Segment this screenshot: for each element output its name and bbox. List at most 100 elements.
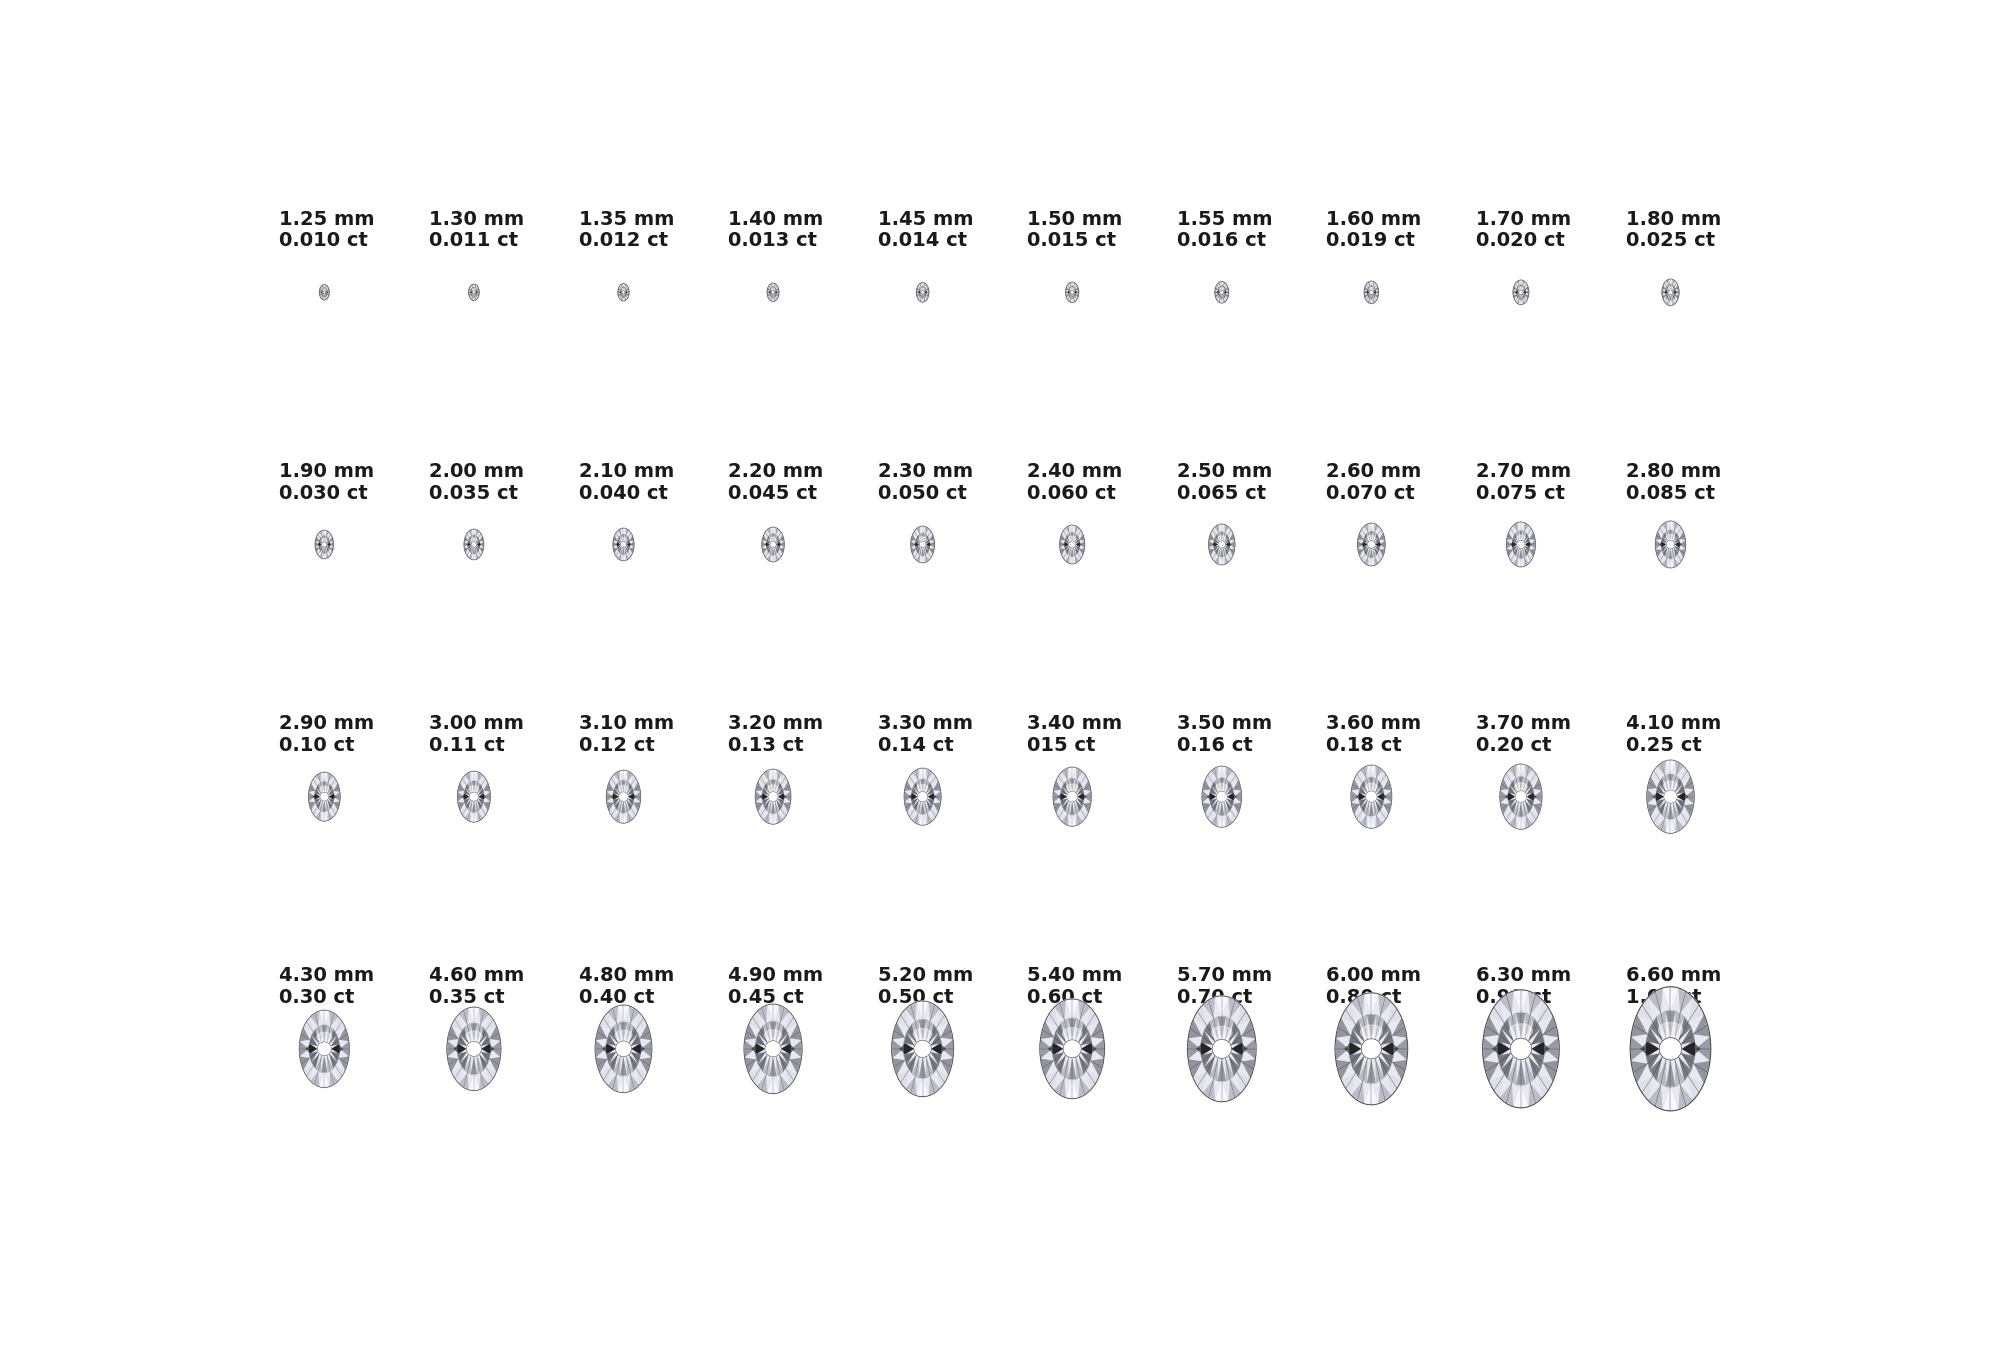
Polygon shape xyxy=(1062,1018,1068,1041)
Polygon shape xyxy=(1212,781,1218,792)
Polygon shape xyxy=(476,546,480,553)
Polygon shape xyxy=(1376,291,1378,295)
Polygon shape xyxy=(636,1013,648,1030)
Polygon shape xyxy=(1070,547,1074,557)
Polygon shape xyxy=(606,791,612,802)
Polygon shape xyxy=(778,794,786,800)
Polygon shape xyxy=(1074,282,1076,286)
Ellipse shape xyxy=(1510,1038,1532,1060)
Polygon shape xyxy=(1220,557,1224,565)
Polygon shape xyxy=(622,554,626,561)
Polygon shape xyxy=(1214,546,1218,551)
Polygon shape xyxy=(1232,1042,1242,1056)
Polygon shape xyxy=(770,527,776,534)
Polygon shape xyxy=(1062,1057,1068,1079)
Ellipse shape xyxy=(1362,1038,1382,1059)
Polygon shape xyxy=(1680,767,1690,780)
Ellipse shape xyxy=(612,529,634,561)
Polygon shape xyxy=(334,802,340,810)
Polygon shape xyxy=(924,547,926,555)
Polygon shape xyxy=(1678,525,1684,534)
Text: 1.80 mm: 1.80 mm xyxy=(1626,210,1720,229)
Polygon shape xyxy=(900,1044,914,1054)
Polygon shape xyxy=(1682,1041,1700,1056)
Polygon shape xyxy=(1358,799,1366,807)
Polygon shape xyxy=(770,289,772,292)
Polygon shape xyxy=(916,286,918,291)
Polygon shape xyxy=(1084,803,1092,814)
Polygon shape xyxy=(1506,533,1512,541)
Ellipse shape xyxy=(1630,987,1710,1111)
Polygon shape xyxy=(596,1040,606,1057)
Polygon shape xyxy=(1368,765,1376,777)
Text: 2.20 mm: 2.20 mm xyxy=(728,463,824,482)
Polygon shape xyxy=(1224,284,1228,288)
Polygon shape xyxy=(1364,295,1368,299)
Polygon shape xyxy=(1336,1018,1350,1038)
Polygon shape xyxy=(1372,281,1376,286)
Polygon shape xyxy=(1206,771,1214,783)
Polygon shape xyxy=(1040,1059,1054,1076)
Polygon shape xyxy=(776,1022,784,1041)
Polygon shape xyxy=(1214,802,1220,815)
Ellipse shape xyxy=(1660,1037,1682,1060)
Polygon shape xyxy=(1074,802,1078,815)
Polygon shape xyxy=(304,1065,314,1081)
Polygon shape xyxy=(1366,293,1370,296)
Polygon shape xyxy=(1378,792,1384,800)
Polygon shape xyxy=(1384,803,1392,814)
Polygon shape xyxy=(448,1041,458,1057)
Polygon shape xyxy=(622,780,626,792)
Polygon shape xyxy=(634,791,640,802)
Polygon shape xyxy=(322,772,328,781)
Polygon shape xyxy=(778,799,784,806)
Polygon shape xyxy=(1372,293,1376,299)
Polygon shape xyxy=(1530,1053,1544,1069)
Polygon shape xyxy=(1226,286,1228,291)
Polygon shape xyxy=(626,1056,634,1076)
Polygon shape xyxy=(1516,531,1520,541)
Polygon shape xyxy=(776,546,780,550)
Polygon shape xyxy=(1210,1057,1218,1081)
Polygon shape xyxy=(916,535,920,542)
Text: 3.40 mm: 3.40 mm xyxy=(1028,714,1122,733)
Polygon shape xyxy=(1524,297,1528,303)
Polygon shape xyxy=(1656,792,1664,802)
Polygon shape xyxy=(1526,785,1534,795)
Polygon shape xyxy=(1668,775,1674,790)
Polygon shape xyxy=(1512,546,1518,553)
Polygon shape xyxy=(1680,531,1686,539)
Polygon shape xyxy=(904,781,912,791)
Polygon shape xyxy=(1374,297,1378,301)
Polygon shape xyxy=(310,1036,318,1046)
Ellipse shape xyxy=(1664,781,1678,791)
Polygon shape xyxy=(1666,293,1668,297)
Ellipse shape xyxy=(1358,523,1386,566)
Polygon shape xyxy=(1388,1002,1402,1025)
Polygon shape xyxy=(608,1026,618,1044)
Polygon shape xyxy=(1364,547,1368,555)
Polygon shape xyxy=(1074,547,1078,554)
Polygon shape xyxy=(904,1042,914,1054)
Ellipse shape xyxy=(1368,535,1376,541)
Ellipse shape xyxy=(466,1032,482,1041)
Text: 0.10 ct: 0.10 ct xyxy=(280,736,354,755)
Polygon shape xyxy=(614,1022,620,1041)
Polygon shape xyxy=(1230,771,1238,783)
Polygon shape xyxy=(476,285,478,289)
Polygon shape xyxy=(1374,546,1380,551)
Polygon shape xyxy=(1524,777,1528,791)
Polygon shape xyxy=(626,285,628,288)
Polygon shape xyxy=(332,1044,340,1053)
Polygon shape xyxy=(930,534,934,541)
Polygon shape xyxy=(324,535,326,542)
Polygon shape xyxy=(618,554,622,561)
Polygon shape xyxy=(1352,1020,1364,1041)
Polygon shape xyxy=(1676,799,1684,810)
Polygon shape xyxy=(1656,784,1664,794)
Polygon shape xyxy=(1676,802,1682,815)
Polygon shape xyxy=(1076,284,1078,288)
Polygon shape xyxy=(1076,295,1078,299)
Polygon shape xyxy=(1064,538,1068,543)
Polygon shape xyxy=(776,295,778,297)
